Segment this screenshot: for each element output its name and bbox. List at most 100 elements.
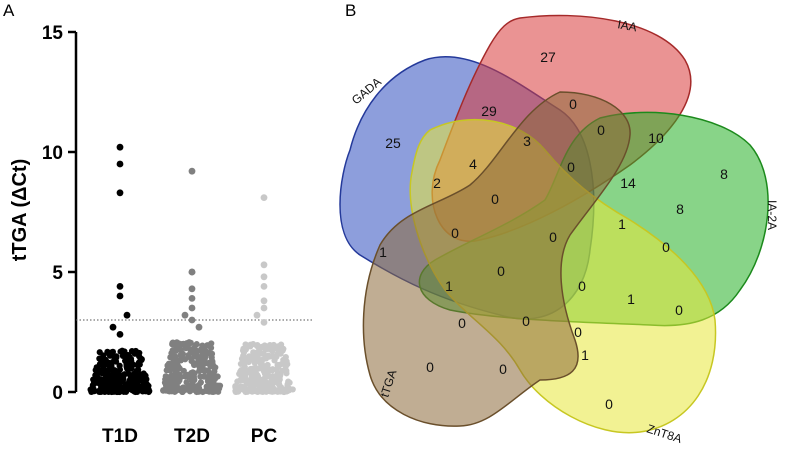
- t1d-point: [121, 371, 128, 378]
- t2d-point: [167, 373, 174, 380]
- t2d-outlier-point: [188, 167, 196, 175]
- t1d-outlier-point: [116, 292, 124, 300]
- region-count-znt8a-only: 0: [605, 396, 613, 412]
- panel-b-label: B: [345, 1, 356, 20]
- t1d-point: [128, 381, 135, 388]
- t2d-point: [199, 343, 206, 350]
- venn-region-counts: 27 25 29 0 0 10 3 8 4 0 14 2 8 0 1 0 0 0…: [379, 49, 728, 412]
- t1d-outlier-point: [116, 331, 124, 338]
- pc-point: [240, 368, 247, 375]
- t2d-point: [162, 385, 169, 392]
- t2d-point: [191, 360, 198, 367]
- y-tick-label: 15: [42, 23, 64, 44]
- t2d-outlier-point: [188, 268, 196, 276]
- y-ticks: 0 5 10 15: [42, 23, 76, 404]
- pc-point: [262, 379, 269, 386]
- t2d-point: [187, 339, 194, 346]
- t1d-point: [138, 356, 145, 364]
- t1d-outlier-point: [109, 323, 117, 331]
- pc-point: [235, 384, 242, 391]
- region-count-iaa-only: 27: [540, 49, 556, 65]
- t2d-point: [202, 367, 209, 374]
- y-tick-label: 0: [52, 383, 63, 404]
- pc-point: [249, 356, 257, 364]
- t2d-point: [201, 360, 208, 367]
- t2d-point: [170, 358, 177, 365]
- pc-point: [255, 365, 263, 372]
- region-count-ia2a-znt8a-iaa: 1: [627, 291, 635, 307]
- t1d-point: [111, 368, 118, 375]
- pc-point: [258, 360, 266, 367]
- set-label-iaa: IAA: [616, 17, 637, 34]
- region-count-all-five: 0: [549, 229, 557, 245]
- t1d-outlier-point: [116, 189, 124, 197]
- t1d-outlier-point: [116, 160, 124, 168]
- region-count-znt8a-ttga: 0: [499, 361, 507, 377]
- t2d-outlier-point: [195, 323, 203, 331]
- t2d-outlier-point: [188, 316, 196, 324]
- t1d-point: [94, 379, 101, 386]
- t1d-point: [109, 358, 116, 366]
- pc-point: [256, 377, 264, 384]
- t2d-point: [193, 347, 200, 354]
- t1d-point: [97, 369, 104, 376]
- pc-point: [262, 387, 269, 394]
- t2d-point: [181, 373, 189, 380]
- pc-point: [251, 382, 258, 389]
- pc-point: [249, 341, 257, 348]
- t1d-point: [95, 375, 102, 382]
- region-count-ttga-only: 0: [426, 359, 434, 375]
- t1d-point: [120, 388, 127, 395]
- t2d-point: [181, 342, 189, 349]
- t2d-point: [200, 373, 207, 380]
- region-count-gada-ttga: 2: [433, 175, 441, 191]
- pc-point: [274, 372, 282, 379]
- t2d-point: [193, 341, 200, 348]
- t2d-point: [173, 368, 180, 375]
- pc-point: [264, 369, 271, 376]
- pc-point: [266, 353, 273, 360]
- t1d-point: [116, 362, 123, 369]
- t2d-point: [208, 354, 215, 361]
- t2d-point: [194, 386, 201, 393]
- pc-outlier-point: [260, 319, 268, 326]
- region-count-ia2a-znt8a-right: 0: [675, 302, 683, 318]
- region-count-ia2a-only: 8: [720, 166, 728, 182]
- t1d-point: [145, 388, 152, 396]
- scatter-chart: tTGA (ΔCt) 0 5 10 15 T1D T2D PC: [9, 23, 312, 447]
- t2d-point: [190, 386, 197, 393]
- t1d-point: [93, 364, 100, 371]
- y-axis-title: tTGA (ΔCt): [9, 159, 31, 262]
- pc-point: [251, 351, 258, 358]
- region-count-gada-znt8a-ttga: 0: [491, 191, 499, 207]
- region-count-gada-ia2a: 8: [676, 201, 684, 217]
- t2d-outlier-point: [188, 285, 196, 293]
- t1d-point: [96, 349, 103, 356]
- t2d-point: [173, 347, 180, 354]
- t2d-point: [209, 359, 216, 366]
- t2d-point: [189, 372, 196, 379]
- region-count-iaa-znt8a-ttga: 0: [574, 324, 582, 340]
- set-shape-ttga: [362, 91, 631, 427]
- t2d-point: [172, 341, 180, 348]
- t1d-point: [140, 382, 148, 389]
- region-count-ia2a-ttga: 0: [458, 315, 466, 331]
- pc-outlier-point: [260, 194, 268, 202]
- region-count-gada-ia2a-ttga-left: 1: [379, 244, 387, 260]
- region-count-gada-iaa-znt8a: 3: [523, 133, 531, 149]
- t1d-point: [133, 379, 140, 386]
- pc-outlier-point: [260, 273, 268, 281]
- y-tick-label: 5: [52, 263, 63, 284]
- t2d-point: [179, 350, 186, 357]
- pc-point: [257, 386, 264, 393]
- t2d-point: [205, 350, 213, 357]
- t1d-point: [132, 347, 139, 355]
- region-count-ia2a-znt8a-ttga: 0: [522, 313, 530, 329]
- t2d-point: [209, 385, 216, 392]
- t1d-point: [106, 371, 113, 378]
- t1d-point: [108, 349, 116, 356]
- t2d-point: [162, 373, 169, 380]
- pc-outlier-point: [260, 283, 268, 290]
- pc-point: [252, 369, 259, 377]
